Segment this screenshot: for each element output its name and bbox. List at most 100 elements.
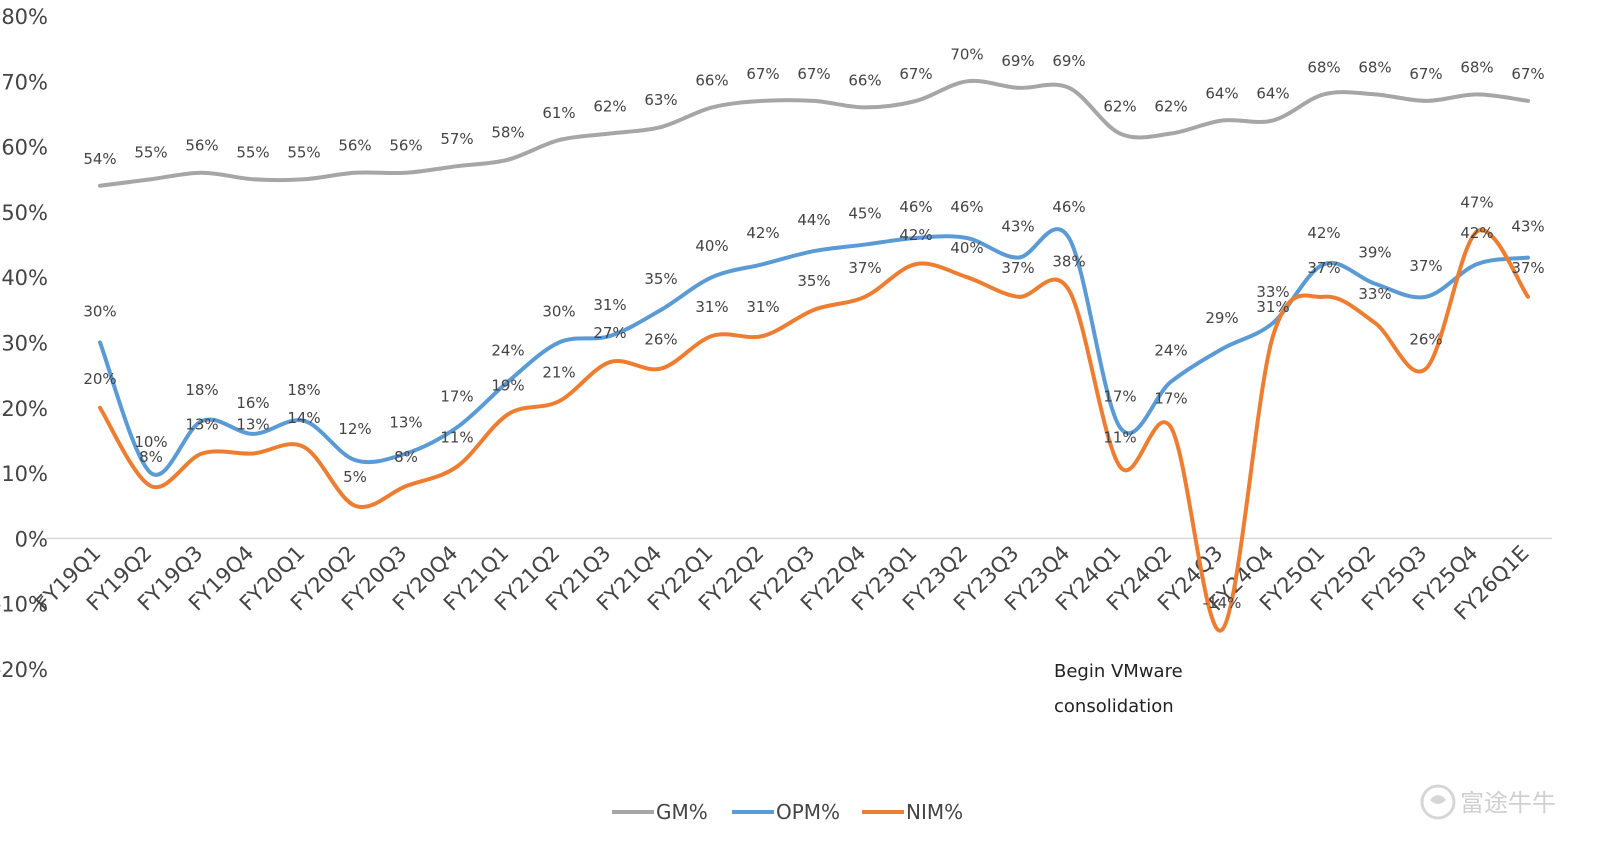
data-label: 56% <box>185 137 218 155</box>
data-label: 67% <box>899 65 932 83</box>
data-label: 61% <box>542 104 575 122</box>
data-label: 17% <box>440 387 473 405</box>
data-label: 42% <box>746 224 779 242</box>
y-tick-label: 70% <box>1 70 48 94</box>
legend-label: NIM% <box>906 800 963 824</box>
data-label: 11% <box>440 429 473 447</box>
data-label: 31% <box>695 298 728 316</box>
data-label: 14% <box>287 409 320 427</box>
y-tick-label: -10% <box>0 593 48 617</box>
data-label: 38% <box>1052 252 1085 270</box>
data-label: 62% <box>1154 98 1187 116</box>
data-label: 55% <box>236 143 269 161</box>
annotation: Begin VMware consolidation <box>1054 661 1183 717</box>
series-lines <box>98 78 1530 633</box>
data-label: 55% <box>287 143 320 161</box>
watermark: 富途牛牛 <box>1420 784 1556 820</box>
data-label: 10% <box>134 433 167 451</box>
y-tick-label: 50% <box>1 201 48 225</box>
data-label: 8% <box>394 448 418 466</box>
axis: -20%-10%0%10%20%30%40%50%60%70%80%FY19Q1… <box>0 5 1552 682</box>
annotation-text: consolidation <box>1054 696 1174 717</box>
data-label: 31% <box>746 298 779 316</box>
data-label: 67% <box>1409 65 1442 83</box>
data-label: 69% <box>1052 52 1085 70</box>
data-label: 56% <box>389 137 422 155</box>
data-label: 30% <box>83 303 116 321</box>
data-label: 42% <box>1307 224 1340 242</box>
data-label: 37% <box>1001 259 1034 277</box>
y-tick-label: 60% <box>1 136 48 160</box>
data-label: 26% <box>644 331 677 349</box>
y-tick-label: 80% <box>1 5 48 29</box>
data-label: 37% <box>1307 259 1340 277</box>
y-tick-label: 0% <box>15 527 48 551</box>
data-label: 43% <box>1511 218 1544 236</box>
data-label: 44% <box>797 211 830 229</box>
data-label: 39% <box>1358 244 1391 262</box>
data-label: 31% <box>593 296 626 314</box>
data-label: 27% <box>593 324 626 342</box>
data-label: 17% <box>1154 389 1187 407</box>
data-label: 43% <box>1001 218 1034 236</box>
data-label: 19% <box>491 376 524 394</box>
annotation-text: Begin VMware <box>1054 661 1183 682</box>
data-label: 13% <box>185 416 218 434</box>
data-label: 18% <box>287 381 320 399</box>
data-label: 5% <box>343 468 367 486</box>
series-line-nim <box>98 228 1530 633</box>
data-label: 46% <box>1052 198 1085 216</box>
data-label: 67% <box>797 65 830 83</box>
data-label: 67% <box>746 65 779 83</box>
data-label: 69% <box>1001 52 1034 70</box>
data-label: 45% <box>848 205 881 223</box>
legend-label: GM% <box>656 800 708 824</box>
data-label: 54% <box>83 150 116 168</box>
data-label: 68% <box>1358 58 1391 76</box>
data-label: 64% <box>1205 84 1238 102</box>
data-label: 56% <box>338 137 371 155</box>
series-line-gm <box>98 78 1530 188</box>
data-label: 13% <box>389 414 422 432</box>
data-label: 37% <box>1409 257 1442 275</box>
data-label: 16% <box>236 394 269 412</box>
watermark-text: 富途牛牛 <box>1460 789 1556 817</box>
data-label: 33% <box>1256 283 1289 301</box>
data-label: 24% <box>491 342 524 360</box>
data-label: 63% <box>644 91 677 109</box>
data-label: 66% <box>695 71 728 89</box>
data-label: 20% <box>83 370 116 388</box>
data-label: 18% <box>185 381 218 399</box>
futu-bull-logo-icon <box>1420 784 1456 820</box>
data-label: 42% <box>1460 224 1493 242</box>
data-label: 64% <box>1256 84 1289 102</box>
data-label: 70% <box>950 45 983 63</box>
data-label: 33% <box>1358 285 1391 303</box>
y-tick-label: 40% <box>1 266 48 290</box>
data-label: 24% <box>1154 342 1187 360</box>
data-label: 66% <box>848 71 881 89</box>
data-label: 12% <box>338 420 371 438</box>
data-label: 68% <box>1460 58 1493 76</box>
data-label: 21% <box>542 363 575 381</box>
data-label: 29% <box>1205 309 1238 327</box>
data-label: 46% <box>899 198 932 216</box>
data-label: 40% <box>695 237 728 255</box>
data-label: 11% <box>1103 429 1136 447</box>
data-label: 30% <box>542 303 575 321</box>
data-label: 40% <box>950 239 983 257</box>
data-label: 13% <box>236 416 269 434</box>
y-tick-label: 30% <box>1 332 48 356</box>
data-label: 46% <box>950 198 983 216</box>
data-labels: 54% 55% 56% 55% 55% 56% 56% 57% 58% 61% 62% 63% 66% 6… <box>83 45 1544 612</box>
data-label: 26% <box>1409 331 1442 349</box>
data-label: 58% <box>491 124 524 142</box>
data-label: 68% <box>1307 58 1340 76</box>
y-tick-label: 20% <box>1 397 48 421</box>
data-label: 35% <box>644 270 677 288</box>
data-label: 31% <box>1256 298 1289 316</box>
legend-label: OPM% <box>776 800 840 824</box>
data-label: 47% <box>1460 193 1493 211</box>
data-label: 62% <box>593 98 626 116</box>
